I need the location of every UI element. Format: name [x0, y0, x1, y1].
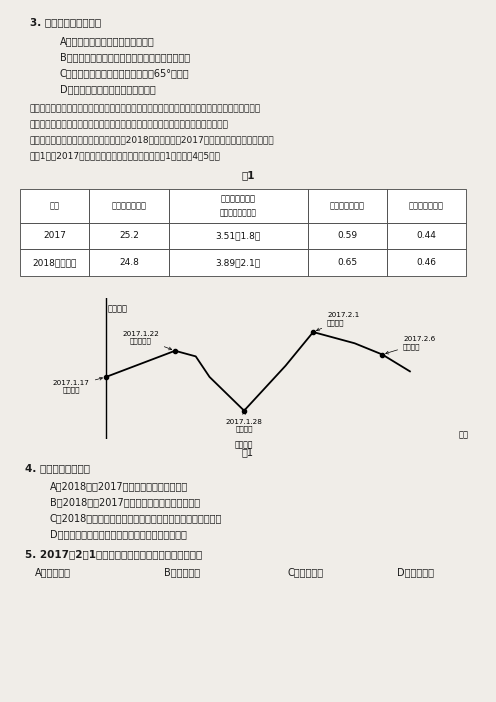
Text: B．传统文化: B．传统文化	[164, 567, 200, 577]
Text: 0.46: 0.46	[417, 258, 436, 267]
Bar	[308, 249, 387, 276]
Text: C．春运政策: C．春运政策	[288, 567, 324, 577]
Text: 0.65: 0.65	[337, 258, 357, 267]
Text: 3. 此次大范围降雪原因: 3. 此次大范围降雪原因	[30, 18, 101, 27]
Text: 4. 下列叙述正确的是: 4. 下列叙述正确的是	[25, 463, 90, 473]
Bar	[387, 189, 466, 223]
Text: 堆称「全球罕见的人口流动」的春运。读2018年（预测）与2017年全国春运旅客发运量比较表: 堆称「全球罕见的人口流动」的春运。读2018年（预测）与2017年全国春运旅客发…	[30, 135, 274, 145]
Text: 迁徙人数: 迁徙人数	[107, 304, 127, 313]
Text: 民航（亿人次）: 民航（亿人次）	[330, 201, 365, 210]
Text: 铁路（亿人次）: 铁路（亿人次）	[221, 194, 255, 204]
Text: 水运（亿人次）: 水运（亿人次）	[409, 201, 444, 210]
Text: C．我国不存在正午太阳高度角大于65°的地方: C．我国不存在正午太阳高度角大于65°的地方	[60, 68, 189, 78]
Bar	[169, 223, 308, 249]
Bar	[20, 189, 89, 223]
Bar	[89, 249, 169, 276]
Text: 2017.1.22
腊月二十五: 2017.1.22 腊月二十五	[122, 331, 172, 350]
Text: 0.44: 0.44	[417, 232, 436, 240]
Text: 春节是中华民族最重要的传统佳节，不管距离多远，在外的游子们都渴望回家和家人团聚。每年数: 春节是中华民族最重要的传统佳节，不管距离多远，在外的游子们都渴望回家和家人团聚。…	[30, 105, 261, 114]
Text: （表1）和2017年春节前后春运迁徙情况统计图（图1），回答4～5题。: （表1）和2017年春节前后春运迁徙情况统计图（图1），回答4～5题。	[30, 151, 221, 160]
Bar	[20, 249, 89, 276]
Bar	[20, 223, 89, 249]
Bar	[387, 249, 466, 276]
Text: A．经济因素: A．经济因素	[35, 567, 71, 577]
Text: 括号内为高铁运量: 括号内为高铁运量	[220, 208, 256, 218]
Bar	[169, 249, 308, 276]
Text: 3.51（1.8）: 3.51（1.8）	[215, 232, 261, 240]
Text: 2017.2.1
正月初五: 2017.2.1 正月初五	[316, 312, 359, 331]
Bar	[169, 189, 308, 223]
Text: 2017.2.6
正月初十: 2017.2.6 正月初十	[386, 336, 435, 354]
Text: 时间: 时间	[458, 430, 468, 439]
Text: D．高铁会逐渐成为未来几年春运的最主要交通工具: D．高铁会逐渐成为未来几年春运的最主要交通工具	[50, 529, 186, 539]
Text: B．由于出现极夜，我国长城站科考人员返回国内: B．由于出现极夜，我国长城站科考人员返回国内	[60, 52, 189, 62]
Bar	[308, 223, 387, 249]
Text: 2018（预测）: 2018（预测）	[32, 258, 77, 267]
Text: 表1: 表1	[241, 171, 255, 180]
Bar	[308, 189, 387, 223]
Text: 正月初一: 正月初一	[235, 441, 253, 449]
Text: D．春建上日出时物体影子朝向西北: D．春建上日出时物体影子朝向西北	[60, 84, 155, 94]
Text: 2017: 2017	[43, 232, 66, 240]
Text: 以亿计的人群集中在春节期间进行于家乡和工作地点之间的大规模人口流动，形成了: 以亿计的人群集中在春节期间进行于家乡和工作地点之间的大规模人口流动，形成了	[30, 120, 229, 129]
Text: B．2018年比2017年春运旅客平均在途时间缩短: B．2018年比2017年春运旅客平均在途时间缩短	[50, 497, 200, 507]
Text: 2017.1.28
正月初一: 2017.1.28 正月初一	[226, 411, 262, 432]
Text: 5. 2017年2月1日前后人口迁徙数量较多的主导因素是: 5. 2017年2月1日前后人口迁徙数量较多的主导因素是	[25, 550, 202, 559]
Text: 2017.1.17
腊月二十: 2017.1.17 腊月二十	[53, 377, 103, 393]
Text: 25.2: 25.2	[119, 232, 139, 240]
Bar	[89, 189, 169, 223]
Text: C．2018年春运道路客运旅客量下降与私家车保有量增加无关: C．2018年春运道路客运旅客量下降与私家车保有量增加无关	[50, 513, 222, 523]
Text: 0.59: 0.59	[337, 232, 357, 240]
Text: 年份: 年份	[50, 201, 60, 210]
Text: 3.89（2.1）: 3.89（2.1）	[216, 258, 260, 267]
Bar	[89, 223, 169, 249]
Bar	[387, 223, 466, 249]
Text: 24.8: 24.8	[119, 258, 139, 267]
Text: 道路（亿人次）: 道路（亿人次）	[112, 201, 146, 210]
Text: A．2018年比2017年春运交通压力明显减轻: A．2018年比2017年春运交通压力明显减轻	[50, 481, 188, 491]
Text: A．适逢我国农历二十四节气的大雪: A．适逢我国农历二十四节气的大雪	[60, 36, 154, 46]
Text: D．天气因素: D．天气因素	[397, 567, 434, 577]
Text: 图1: 图1	[242, 447, 254, 457]
